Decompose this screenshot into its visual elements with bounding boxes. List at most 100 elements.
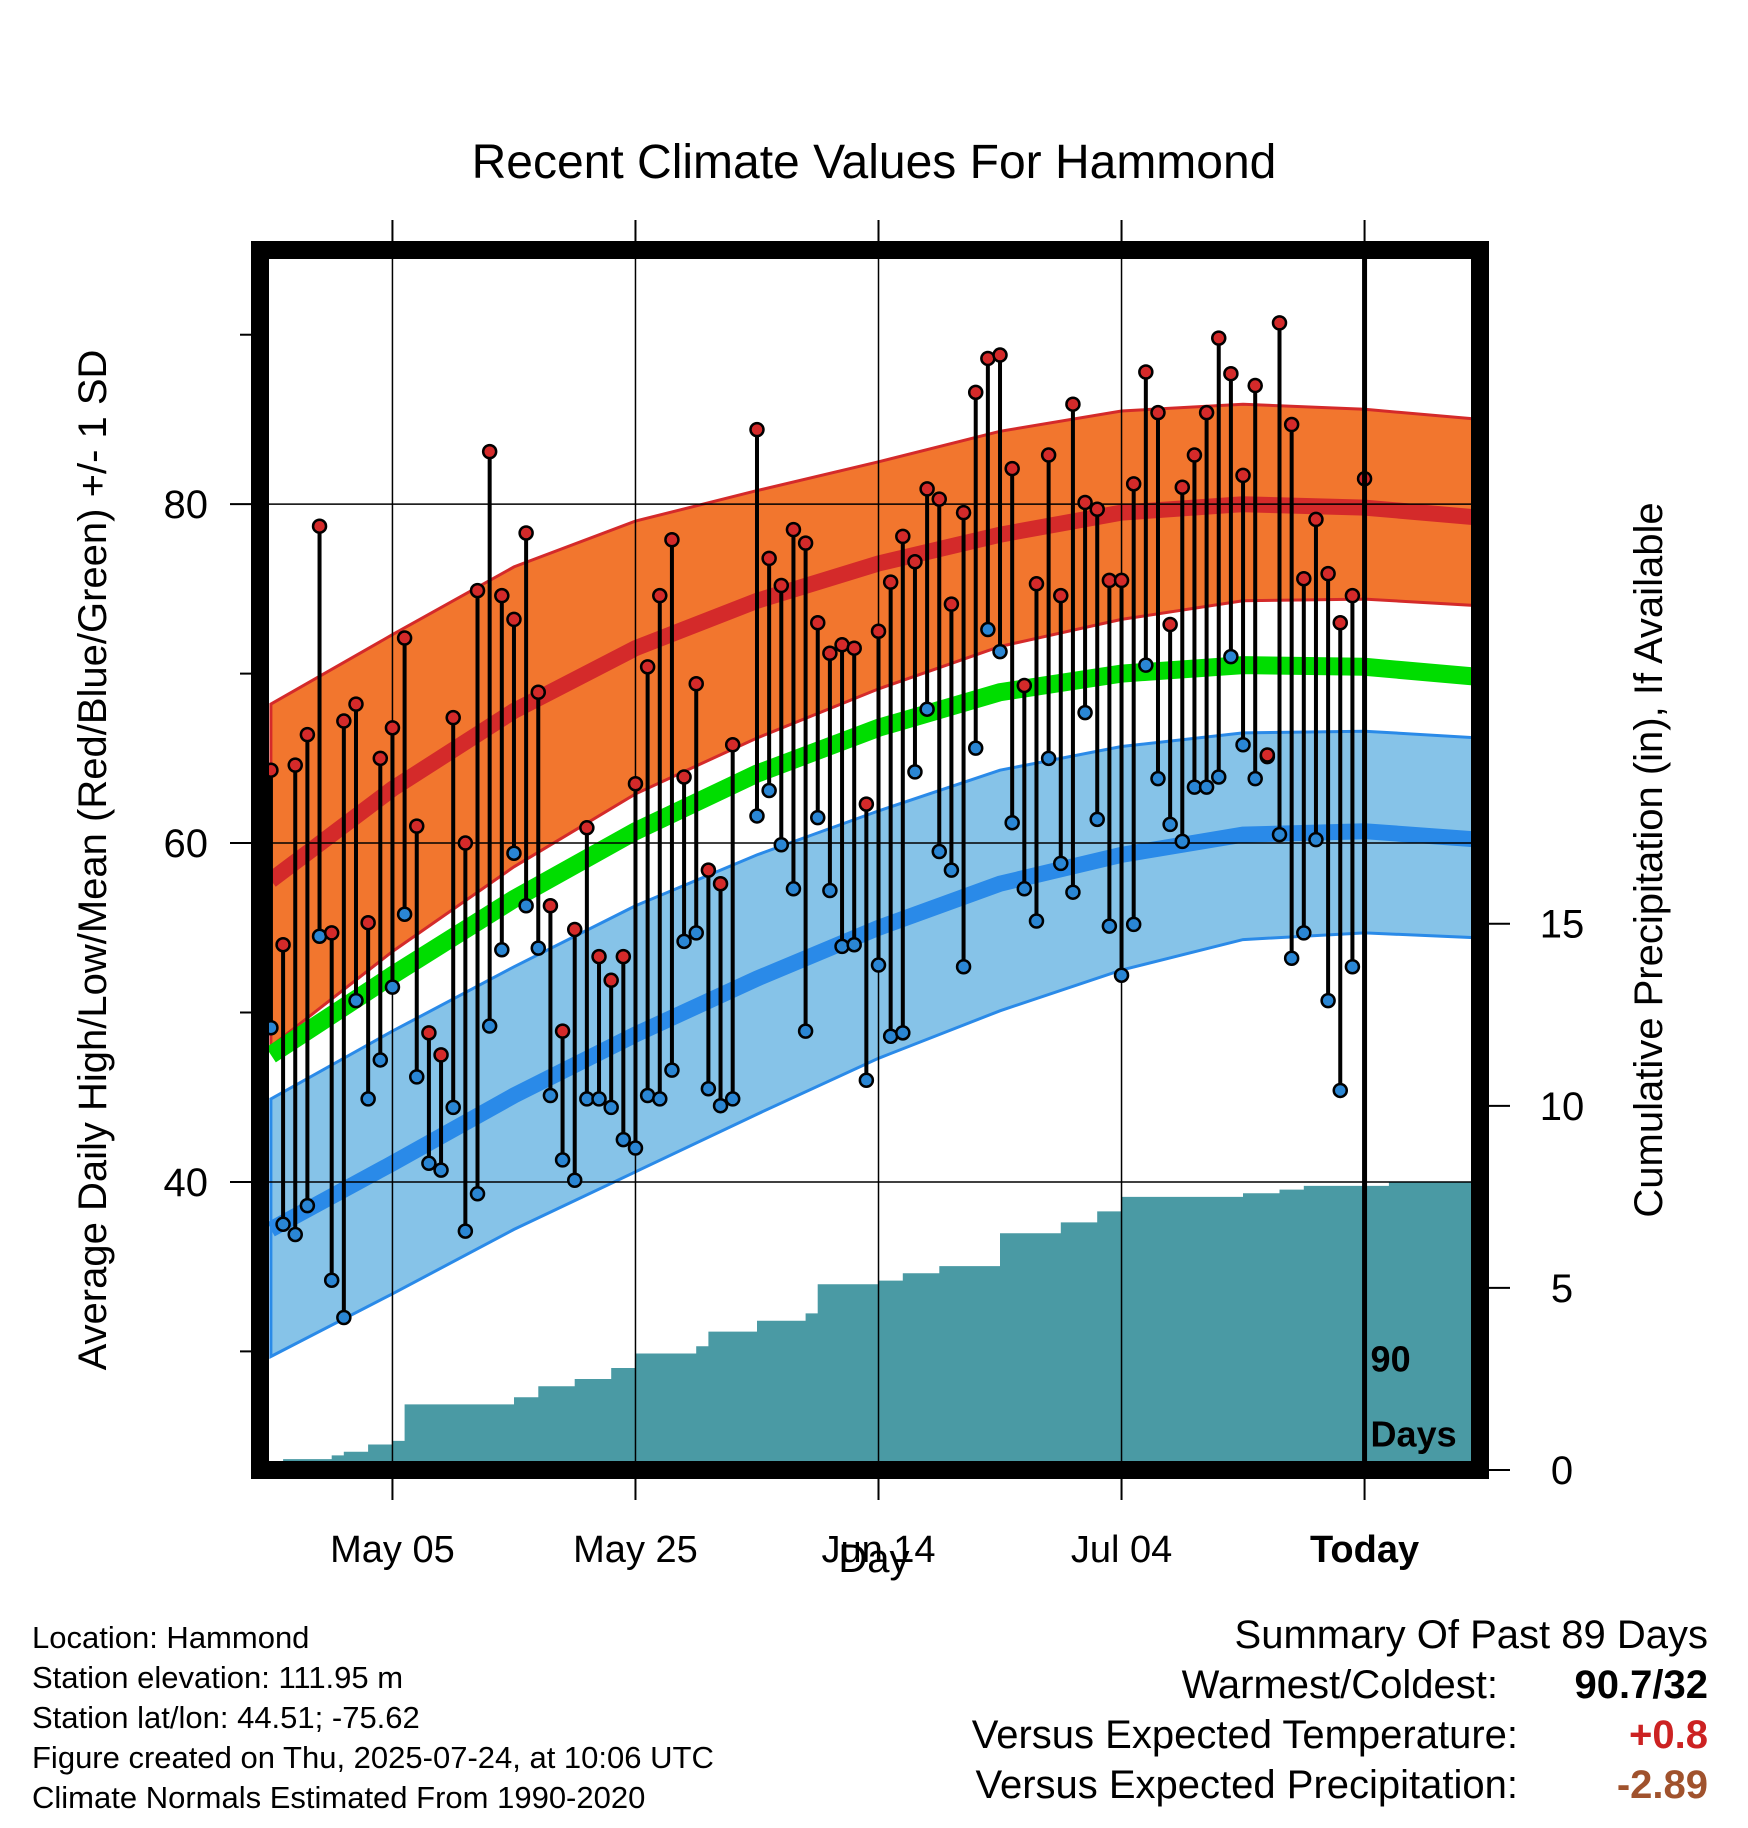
daily-low-point bbox=[1332, 1082, 1349, 1099]
x-tick-label: Jul 04 bbox=[1071, 1529, 1172, 1571]
daily-low-point bbox=[396, 906, 413, 922]
daily-low-point bbox=[518, 898, 534, 914]
daily-low-point bbox=[931, 843, 948, 860]
daily-high-point bbox=[275, 936, 291, 953]
daily-high-point bbox=[311, 518, 328, 534]
daily-high-point bbox=[554, 1023, 571, 1039]
daily-low-point bbox=[445, 1099, 461, 1116]
daily-high-point bbox=[1028, 576, 1045, 592]
daily-low-point bbox=[1016, 881, 1033, 897]
daily-low-point bbox=[1247, 770, 1263, 787]
x-tick-label: Jun 14 bbox=[821, 1529, 935, 1571]
daily-high-point bbox=[409, 818, 425, 834]
summary-title-row: Summary Of Past 89 Days bbox=[808, 1610, 1708, 1660]
daily-high-point bbox=[348, 696, 364, 712]
daily-high-point bbox=[530, 684, 547, 700]
axis-ticks bbox=[230, 220, 1510, 1500]
daily-low-point bbox=[822, 882, 838, 899]
x-tick-label: May 25 bbox=[573, 1529, 698, 1571]
daily-low-point bbox=[372, 1052, 389, 1068]
daily-low-point bbox=[834, 938, 850, 955]
daily-high-point bbox=[700, 862, 717, 878]
daily-low-point bbox=[1125, 916, 1142, 933]
precip-value: -2.89 bbox=[1616, 1762, 1708, 1807]
daily-high-point bbox=[1344, 587, 1361, 604]
precip-label: Versus Expected Precipitation: bbox=[975, 1762, 1518, 1807]
daily-high-point bbox=[967, 384, 984, 401]
daily-low-point bbox=[870, 957, 887, 973]
daily-high-point bbox=[579, 820, 595, 836]
daily-high-point bbox=[360, 914, 376, 931]
y-precip-tick-labels: 0 5 10 15 bbox=[1540, 903, 1585, 1493]
plot-frame bbox=[251, 241, 1489, 1479]
daily-low-point bbox=[858, 1072, 875, 1089]
daily-high-point bbox=[1113, 572, 1130, 589]
daily-high-point bbox=[652, 587, 668, 604]
today-days-value: 90 bbox=[1371, 1339, 1411, 1380]
elevation-text: Station elevation: 111.95 m bbox=[32, 1660, 404, 1695]
daily-low-point bbox=[967, 740, 984, 756]
daily-low-point bbox=[992, 643, 1008, 660]
cumulative-precip-area bbox=[270, 1182, 1480, 1470]
daily-high-point bbox=[1186, 447, 1203, 463]
daily-low-point bbox=[1113, 967, 1130, 983]
daily-low-point bbox=[566, 1172, 583, 1188]
daily-low-point bbox=[530, 940, 547, 956]
daily-low-point bbox=[384, 979, 401, 995]
daily-high-point bbox=[566, 921, 583, 938]
y-precip-tick-label: 5 bbox=[1551, 1267, 1573, 1311]
daily-low-point bbox=[1028, 913, 1045, 929]
warmest-value: 90.7/32 bbox=[1574, 1662, 1708, 1707]
daily-high-point bbox=[469, 582, 486, 599]
daily-high-point bbox=[396, 630, 413, 646]
daily-high-point bbox=[688, 676, 704, 692]
daily-high-point bbox=[1040, 447, 1057, 463]
daily-high-point bbox=[895, 528, 911, 545]
daily-high-point bbox=[1247, 377, 1263, 394]
temp-row: Versus Expected Temperature: +0.8 bbox=[808, 1710, 1708, 1760]
daily-low-point bbox=[1223, 648, 1239, 665]
y-temp-tick-label: 40 bbox=[164, 1161, 209, 1205]
y-precip-tick-label: 10 bbox=[1540, 1085, 1585, 1129]
daily-high-point bbox=[615, 948, 632, 965]
x-tick-label: May 05 bbox=[330, 1529, 455, 1571]
daily-high-point bbox=[1320, 565, 1336, 582]
daily-high-point bbox=[797, 535, 814, 551]
daily-low-point bbox=[797, 1023, 814, 1039]
daily-high-point bbox=[749, 421, 765, 438]
daily-high-point bbox=[1065, 396, 1081, 412]
daily-high-point bbox=[336, 713, 352, 729]
daily-low-point bbox=[494, 942, 510, 958]
daily-high-point bbox=[445, 709, 461, 726]
daily-high-point bbox=[1332, 615, 1349, 631]
daily-low-point bbox=[761, 782, 777, 799]
daily-low-point bbox=[554, 1152, 571, 1168]
daily-high-point bbox=[1198, 404, 1215, 421]
chart-title: Recent Climate Values For Hammond bbox=[472, 136, 1277, 189]
daily-high-point bbox=[992, 347, 1008, 363]
y-precip-tick-label: 15 bbox=[1540, 903, 1585, 947]
daily-high-point bbox=[1223, 365, 1239, 382]
daily-low-point bbox=[336, 1309, 352, 1326]
daily-high-point bbox=[955, 504, 972, 521]
daily-low-point bbox=[980, 621, 996, 638]
x-tick-label: Today bbox=[1310, 1529, 1419, 1571]
daily-low-point bbox=[688, 925, 704, 941]
daily-low-point bbox=[846, 936, 862, 953]
today-marker: 90 Days bbox=[1362, 250, 1457, 1470]
daily-high-point bbox=[858, 796, 875, 812]
daily-high-point bbox=[870, 623, 887, 639]
daily-low-point bbox=[542, 1087, 559, 1104]
daily-low-point bbox=[1271, 826, 1288, 843]
daily-high-point bbox=[1077, 494, 1093, 511]
daily-high-point bbox=[1162, 616, 1178, 633]
daily-low-point bbox=[1053, 855, 1069, 872]
y-axis-label-right: Cumulative Precipitation (in), If Availa… bbox=[1627, 502, 1671, 1217]
daily-high-point bbox=[1296, 570, 1312, 587]
summary-panel: Summary Of Past 89 Days Warmest/Coldest:… bbox=[808, 1610, 1708, 1810]
daily-high-point bbox=[384, 720, 401, 736]
y-temp-tick-label: 80 bbox=[164, 483, 209, 527]
warmest-row: Warmest/Coldest: 90.7/32 bbox=[808, 1660, 1708, 1710]
daily-high-point bbox=[943, 596, 960, 612]
daily-high-point bbox=[494, 587, 510, 604]
